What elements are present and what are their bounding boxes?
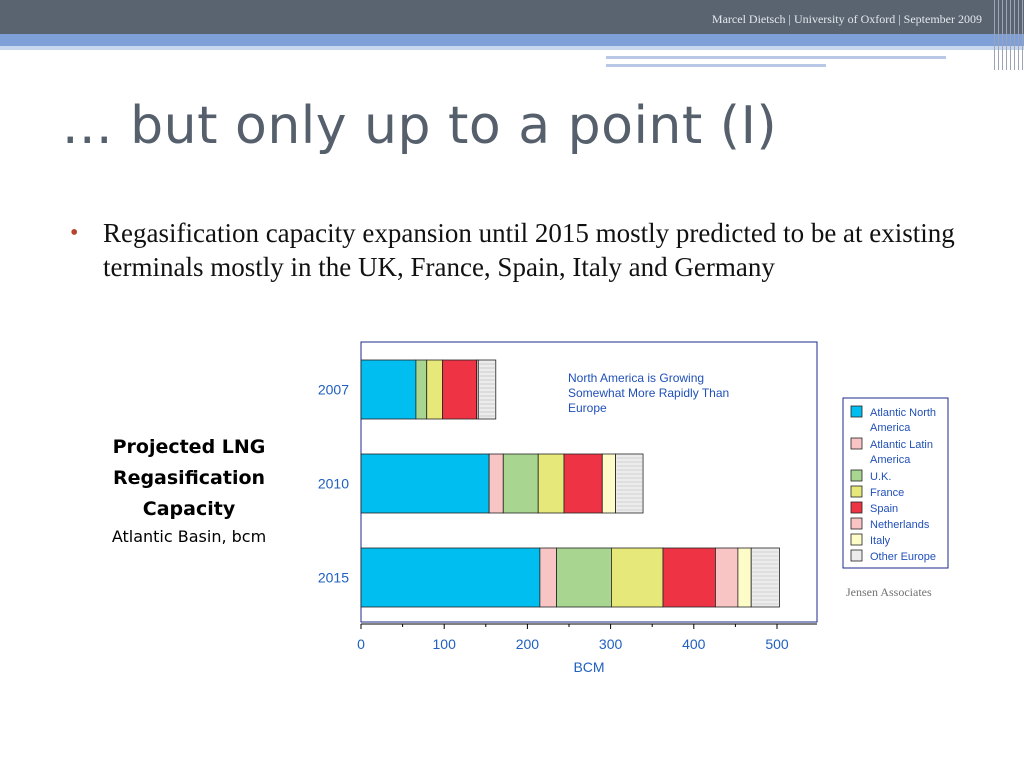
bar-2010-italy — [601, 453, 616, 514]
legend-label: Other Europe — [870, 551, 936, 563]
legend-label: U.K. — [870, 471, 891, 483]
caption-line-3: Capacity — [142, 498, 236, 520]
legend-swatch — [850, 533, 863, 546]
header-accent-stripe-1 — [606, 56, 946, 59]
legend-swatch — [850, 469, 863, 482]
bar-2010-atlantic-latin-america — [488, 453, 504, 514]
header-credit: Marcel Dietsch | University of Oxford | … — [711, 12, 982, 26]
x-tick-label-100: 100 — [433, 636, 457, 652]
x-axis-label: BCM — [573, 659, 604, 675]
legend-swatch — [850, 485, 863, 498]
category-labels: 2007 2010 2015 — [318, 382, 349, 586]
bar-2015-france — [611, 547, 664, 608]
slide-title: ... but only up to a point (I) — [62, 96, 778, 156]
category-label-2007: 2007 — [318, 382, 349, 398]
bar-2015-spain — [662, 547, 716, 608]
legend-label: France — [870, 487, 904, 499]
bullet-text: Regasification capacity expansion until … — [103, 218, 955, 282]
bullet-marker: • — [70, 220, 79, 246]
x-tick-label-400: 400 — [682, 636, 706, 652]
bars-group — [360, 359, 780, 608]
legend-swatch — [850, 405, 863, 418]
caption-line-4: Atlantic Basin, bcm — [111, 527, 267, 546]
header-accent-bar — [0, 34, 1024, 46]
x-tick-label-0: 0 — [357, 636, 365, 652]
x-tick-label-200: 200 — [516, 636, 540, 652]
bar-2015-atlantic-latin-america — [539, 547, 557, 608]
bar-2015-atlantic-north-america — [360, 547, 541, 608]
caption-line-2: Regasification — [112, 467, 266, 489]
bar-2007-spain — [442, 359, 478, 420]
bar-2010-other-europe — [615, 453, 644, 514]
top-banner: Marcel Dietsch | University of Oxford | … — [0, 0, 1024, 34]
bullet-point: • Regasification capacity expansion unti… — [70, 216, 960, 284]
bar-2010-u-k- — [502, 453, 539, 514]
caption-line-1: Projected LNG — [112, 436, 266, 458]
legend-entries: Atlantic North America Atlantic Latin Ameri… — [850, 405, 936, 563]
legend-label: Spain — [870, 503, 898, 515]
bar-2007-atlantic-north-america — [360, 359, 417, 420]
legend-swatch — [850, 501, 863, 514]
bar-2015-other-europe — [750, 547, 780, 608]
bar-2010-atlantic-north-america — [360, 453, 490, 514]
bar-2010-spain — [563, 453, 603, 514]
bar-2010-france — [537, 453, 565, 514]
x-tick-label-300: 300 — [599, 636, 623, 652]
legend-label: Atlantic Latin America — [870, 439, 933, 466]
legend-swatch — [850, 549, 863, 562]
legend-label: Netherlands — [870, 519, 930, 531]
legend-label: Atlantic North America — [870, 407, 936, 434]
bar-2015-italy — [737, 547, 752, 608]
legend-label: Italy — [870, 535, 891, 547]
chart-side-caption: Projected LNG Regasification Capacity At… — [94, 432, 284, 549]
legend-swatch — [850, 517, 863, 530]
bar-2007-france — [426, 359, 443, 420]
legend-swatch — [850, 437, 863, 450]
category-label-2015: 2015 — [318, 570, 349, 586]
bar-2015-netherlands — [715, 547, 739, 608]
bar-2015-u-k- — [556, 547, 612, 608]
x-axis: 0 100 200 300 400 500 — [357, 623, 817, 652]
source-credit: Jensen Associates — [846, 585, 932, 599]
category-label-2010: 2010 — [318, 476, 349, 492]
header-accent-stripe-2 — [606, 64, 826, 67]
bar-2007-u-k- — [415, 359, 428, 420]
x-tick-label-500: 500 — [765, 636, 789, 652]
chart-annotation: North America is Growing Somewhat More Ra… — [568, 371, 729, 415]
bar-2007-other-europe — [477, 359, 497, 420]
header-accent-line — [0, 46, 1024, 50]
corner-stripes — [994, 0, 1024, 70]
